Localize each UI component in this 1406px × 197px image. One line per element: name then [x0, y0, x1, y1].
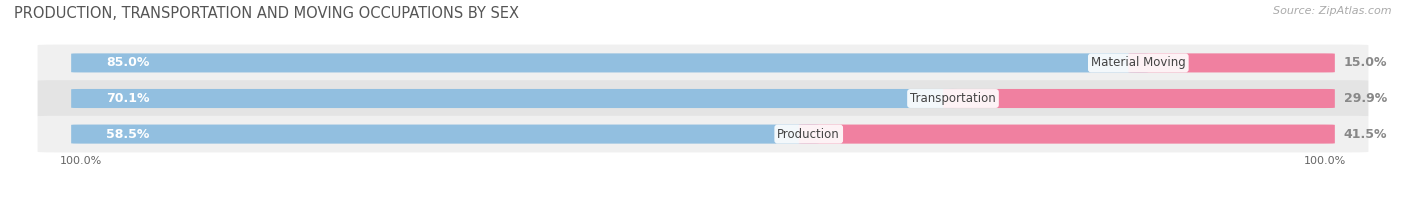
Text: Production: Production [778, 128, 841, 141]
FancyBboxPatch shape [38, 80, 1368, 117]
FancyBboxPatch shape [72, 125, 818, 144]
Text: 58.5%: 58.5% [105, 128, 149, 141]
FancyBboxPatch shape [38, 45, 1368, 81]
Text: 29.9%: 29.9% [1344, 92, 1386, 105]
Text: 85.0%: 85.0% [105, 56, 149, 69]
Text: Source: ZipAtlas.com: Source: ZipAtlas.com [1274, 6, 1392, 16]
Text: PRODUCTION, TRANSPORTATION AND MOVING OCCUPATIONS BY SEX: PRODUCTION, TRANSPORTATION AND MOVING OC… [14, 6, 519, 21]
FancyBboxPatch shape [72, 53, 1149, 72]
FancyBboxPatch shape [799, 125, 1334, 144]
FancyBboxPatch shape [1129, 53, 1334, 72]
Text: Transportation: Transportation [910, 92, 995, 105]
Text: 15.0%: 15.0% [1344, 56, 1388, 69]
FancyBboxPatch shape [38, 116, 1368, 152]
Text: 70.1%: 70.1% [105, 92, 149, 105]
FancyBboxPatch shape [72, 89, 963, 108]
Text: 41.5%: 41.5% [1344, 128, 1388, 141]
Legend: Male, Female: Male, Female [637, 194, 769, 197]
FancyBboxPatch shape [943, 89, 1334, 108]
Text: Material Moving: Material Moving [1091, 56, 1185, 69]
